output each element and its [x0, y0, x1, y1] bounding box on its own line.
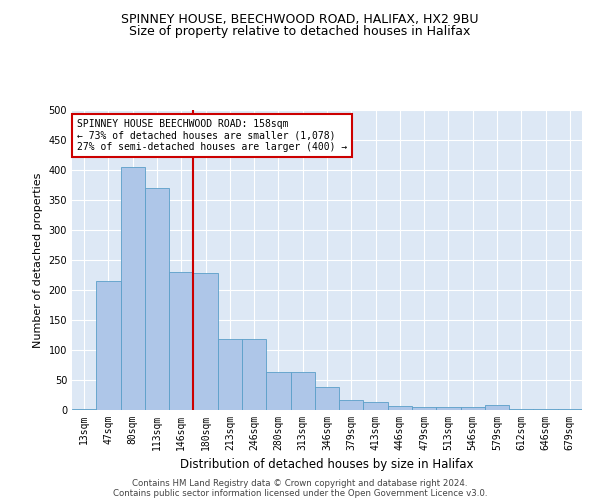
Bar — [412, 407, 436, 410]
Bar — [461, 407, 485, 410]
Text: SPINNEY HOUSE, BEECHWOOD ROAD, HALIFAX, HX2 9BU: SPINNEY HOUSE, BEECHWOOD ROAD, HALIFAX, … — [121, 12, 479, 26]
Bar — [169, 272, 193, 410]
Bar — [388, 406, 412, 410]
Bar — [266, 372, 290, 410]
Text: Contains public sector information licensed under the Open Government Licence v3: Contains public sector information licen… — [113, 488, 487, 498]
Bar — [72, 409, 96, 410]
Text: Size of property relative to detached houses in Halifax: Size of property relative to detached ho… — [130, 25, 470, 38]
Bar — [436, 407, 461, 410]
Bar — [121, 167, 145, 410]
Text: Contains HM Land Registry data © Crown copyright and database right 2024.: Contains HM Land Registry data © Crown c… — [132, 478, 468, 488]
Bar — [145, 188, 169, 410]
X-axis label: Distribution of detached houses by size in Halifax: Distribution of detached houses by size … — [180, 458, 474, 471]
Bar — [242, 339, 266, 410]
Bar — [218, 339, 242, 410]
Bar — [315, 387, 339, 410]
Y-axis label: Number of detached properties: Number of detached properties — [33, 172, 43, 348]
Text: SPINNEY HOUSE BEECHWOOD ROAD: 158sqm
← 73% of detached houses are smaller (1,078: SPINNEY HOUSE BEECHWOOD ROAD: 158sqm ← 7… — [77, 119, 347, 152]
Bar — [364, 402, 388, 410]
Bar — [193, 273, 218, 410]
Bar — [96, 281, 121, 410]
Bar — [485, 405, 509, 410]
Bar — [509, 409, 533, 410]
Bar — [290, 372, 315, 410]
Bar — [339, 400, 364, 410]
